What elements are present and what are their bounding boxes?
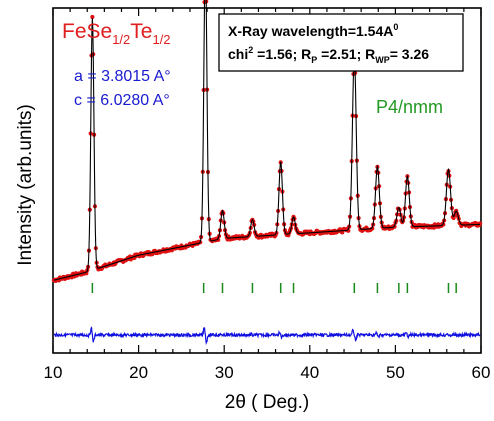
x-tick-label: 20 bbox=[129, 363, 148, 382]
difference-line bbox=[53, 326, 481, 346]
x-axis-ticks: 10 20 30 40 50 60 bbox=[44, 8, 491, 382]
x-tick-label: 50 bbox=[386, 363, 405, 382]
observed-point bbox=[90, 14, 95, 20]
calculated-curve bbox=[53, 0, 481, 281]
calculated-line bbox=[53, 0, 481, 281]
plot-frame bbox=[52, 7, 482, 354]
bragg-marks bbox=[91, 283, 457, 293]
x-tick-label: 10 bbox=[44, 363, 63, 382]
lattice-a-label: a = 3.8015 A° bbox=[74, 68, 171, 85]
y-axis-title: Intensity (arb.units) bbox=[15, 104, 36, 266]
info-box bbox=[218, 13, 464, 72]
x-axis-title: 2θ ( Deg.) bbox=[225, 392, 309, 413]
x-tick-label: 60 bbox=[472, 363, 491, 382]
lattice-c-label: c = 6.0280 A° bbox=[74, 92, 170, 109]
fit-statistics-label: chi2 =1.56; RP =2.51; RWP= 3.26 bbox=[228, 45, 429, 65]
space-group-label: P4/nmm bbox=[376, 97, 443, 117]
difference-curve bbox=[53, 326, 481, 346]
observed-point bbox=[392, 224, 397, 229]
x-tick-label: 30 bbox=[215, 363, 234, 382]
observed-point bbox=[370, 226, 375, 231]
observed-point bbox=[216, 237, 221, 242]
x-tick-label: 40 bbox=[300, 363, 319, 382]
wavelength-label: X-Ray wavelength=1.54A0 bbox=[228, 22, 398, 39]
compound-label: FeSe1/2Te1/2 bbox=[62, 20, 171, 47]
